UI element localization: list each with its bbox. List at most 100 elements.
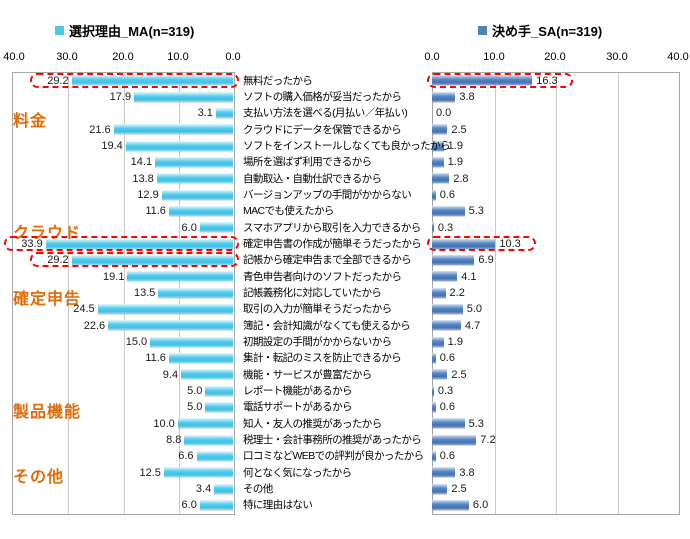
left-value-label: 14.1 (130, 156, 153, 169)
left-value-label: 29.2 (47, 254, 69, 267)
left-axis-tick: 40.0 (3, 51, 25, 63)
gridline (68, 73, 70, 514)
right-value-label: 5.0 (466, 303, 483, 316)
right-bar (432, 352, 436, 363)
row-label: MACでも使えたから (243, 205, 334, 218)
left-value-label: 29.2 (47, 74, 69, 87)
left-value-label: 5.0 (187, 401, 203, 414)
left-value-label: 6.6 (178, 450, 194, 463)
right-bar (432, 205, 465, 216)
right-bar (432, 124, 448, 135)
left-bar (97, 303, 233, 314)
row-label: 口コミなどWEBでの評判が良かったから (243, 450, 424, 463)
left-value-label: 22.6 (83, 319, 106, 332)
left-bar (134, 91, 233, 102)
row-label: 青色申告者向けのソフトだったから (243, 270, 402, 283)
right-bar (432, 156, 444, 167)
right-bar (432, 483, 448, 494)
right-bar (432, 499, 469, 510)
left-bar (177, 418, 233, 429)
right-value-label: 0.6 (439, 401, 455, 414)
right-axis-tick: 20.0 (544, 51, 566, 63)
legend-left-label: 選択理由_MA(n=319) (69, 24, 195, 39)
left-value-label: 21.6 (89, 123, 111, 136)
right-value-label: 2.5 (451, 368, 467, 381)
right-bar (432, 336, 444, 347)
right-bar (432, 418, 465, 429)
left-value-label: 19.4 (101, 139, 123, 152)
left-bar (163, 467, 233, 478)
left-bar (158, 287, 233, 298)
right-value-label: 3.8 (459, 466, 475, 479)
category-group-label: 料金 (13, 113, 48, 130)
row-label: ソフトの購入価格が妥当だったから (243, 90, 402, 103)
left-value-label: 10.0 (153, 417, 175, 430)
legend-right-swatch-icon (478, 26, 487, 35)
left-value-label: 19.1 (103, 270, 125, 283)
right-value-label: 0.6 (439, 352, 455, 365)
right-bar (432, 467, 456, 478)
left-value-label: 33.9 (21, 237, 43, 250)
left-axis-tick: 10.0 (167, 51, 189, 63)
left-bar (168, 352, 233, 363)
right-value-label: 0.3 (437, 384, 454, 397)
right-value-label: 0.6 (439, 450, 455, 463)
right-bar (432, 287, 446, 298)
right-bar (432, 91, 456, 102)
left-bar (181, 369, 233, 380)
row-label: ソフトをインストールしなくても良かったから (243, 139, 450, 152)
left-value-label: 13.5 (133, 286, 156, 299)
left-bar (215, 107, 233, 118)
gridline (617, 73, 619, 514)
right-value-label: 6.0 (472, 499, 489, 512)
right-value-label: 3.8 (459, 90, 475, 103)
right-bar (432, 254, 475, 265)
left-value-label: 8.8 (166, 433, 182, 446)
right-value-label: 5.3 (468, 205, 484, 218)
left-bar (155, 156, 233, 167)
row-label: 場所を選ばず利用できるから (243, 156, 372, 169)
left-bar (150, 336, 233, 347)
right-axis-tick: 30.0 (606, 51, 628, 63)
right-value-label: 0.0 (436, 107, 452, 120)
row-label: 電話サポートがあるから (243, 401, 353, 414)
left-value-label: 24.5 (73, 303, 95, 316)
left-axis-tick: 20.0 (112, 51, 134, 63)
left-value-label: 15.0 (125, 335, 148, 348)
row-label: その他 (243, 482, 273, 495)
right-value-label: 2.5 (451, 482, 467, 495)
left-value-label: 9.4 (162, 368, 179, 381)
left-value-label: 3.4 (195, 482, 212, 495)
right-bar (432, 450, 436, 461)
right-value-label: 1.9 (447, 156, 463, 169)
left-bar (199, 499, 233, 510)
gridline (123, 73, 125, 514)
left-bar (113, 124, 233, 135)
left-bar (127, 271, 233, 282)
right-value-label: 10.3 (499, 237, 521, 250)
left-value-label: 11.6 (145, 205, 166, 218)
row-label: レポート機能があるから (243, 384, 353, 397)
right-axis-tick: 0.0 (424, 51, 440, 63)
right-bar (432, 401, 436, 412)
row-label: スマホアプリから取引を入力できるから (243, 221, 421, 234)
right-value-label: 5.3 (468, 417, 484, 430)
row-label: 初期設定の手間がかからないから (243, 335, 392, 348)
left-value-label: 6.0 (181, 221, 197, 234)
left-bar (214, 483, 233, 494)
left-value-label: 3.1 (197, 107, 213, 120)
row-label: 知人・友人の推奨があったから (243, 417, 382, 430)
left-bar (199, 222, 233, 233)
right-value-label: 2.2 (449, 286, 465, 299)
row-label: 記帳義務化に対応していたから (243, 286, 382, 299)
right-axis-tick: 10.0 (483, 51, 505, 63)
left-bar (184, 434, 233, 445)
left-bar (205, 385, 233, 396)
left-bar (125, 140, 233, 151)
right-bar (432, 75, 533, 86)
right-value-label: 2.8 (453, 172, 469, 185)
left-bar (71, 75, 233, 86)
left-value-label: 17.9 (109, 90, 132, 103)
category-group-label: 製品機能 (13, 404, 82, 421)
category-group-label: その他 (13, 469, 65, 486)
